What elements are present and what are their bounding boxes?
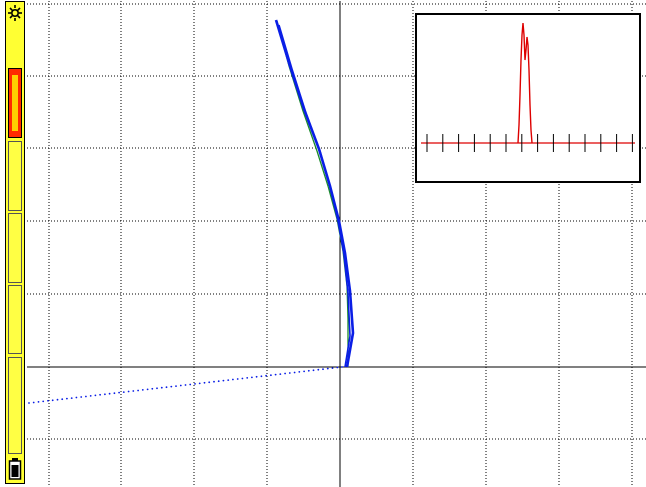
trace-dot — [89, 395, 92, 397]
active-indicator — [12, 75, 18, 131]
trace-dot — [232, 378, 234, 381]
trace-dot — [217, 380, 220, 383]
trace-dot — [236, 378, 239, 380]
trace-dot — [118, 391, 120, 394]
trace-dot — [127, 390, 130, 393]
trace-dot — [208, 381, 211, 384]
trace-dot — [213, 380, 215, 383]
trace-dot — [80, 396, 83, 398]
trace-dot — [189, 383, 192, 386]
trace-dot — [179, 384, 182, 387]
trace-dot — [42, 400, 45, 403]
trace-dot — [99, 393, 101, 396]
trace-dot — [75, 396, 78, 399]
trace-dot — [307, 369, 310, 372]
trace-dot — [227, 379, 230, 381]
trace-dot — [32, 401, 35, 404]
trace-dot — [156, 387, 158, 390]
trace-dot — [160, 386, 163, 389]
trace-dot — [56, 398, 59, 401]
trace-dot — [298, 371, 301, 373]
trace-green — [276, 20, 349, 366]
trace-dot — [336, 366, 339, 369]
spectrum-inset — [415, 13, 641, 183]
trace-dot — [170, 385, 173, 388]
trace-dot — [194, 383, 196, 385]
trace-dot — [108, 392, 111, 395]
trace-dot — [317, 368, 320, 371]
signal-plot — [27, 1, 646, 487]
sidebar-button-4[interactable] — [8, 285, 22, 354]
trace-dot — [203, 381, 206, 384]
trace-dot — [293, 371, 296, 374]
trace-dot — [141, 389, 144, 391]
trace-dot — [251, 376, 253, 379]
trace-dot — [288, 372, 291, 374]
trace-dot — [326, 367, 329, 370]
sidebar-button-5[interactable] — [8, 357, 22, 454]
trace-dot — [246, 377, 249, 379]
trace-dot — [270, 374, 272, 377]
trace-dot — [260, 375, 263, 378]
trace-dot — [284, 372, 286, 375]
trace-dot — [241, 377, 244, 380]
sidebar-button-3[interactable] — [8, 213, 22, 283]
trace-dot — [61, 398, 64, 401]
trace-dot — [184, 384, 187, 386]
trace-dot — [274, 373, 277, 376]
signal-trace-dots — [28, 366, 343, 404]
trace-blue-inner — [278, 24, 351, 368]
trace-dot — [66, 397, 68, 400]
trace-dot — [198, 382, 201, 385]
trace-dot — [146, 388, 149, 391]
spectrum-peak — [517, 22, 533, 144]
trace-dot — [94, 394, 97, 397]
trace-dot — [255, 375, 258, 378]
trace-dot — [70, 397, 73, 399]
trace-dot — [113, 392, 116, 395]
trace-dot — [279, 373, 282, 375]
trace-dot — [265, 374, 267, 377]
trace-dot — [104, 393, 106, 396]
battery-icon — [8, 458, 22, 480]
trace-dot — [51, 399, 54, 402]
sidebar-button-1[interactable] — [8, 68, 22, 138]
trace-dot — [37, 401, 40, 403]
trace-blue-outer — [274, 19, 355, 368]
signal-trace — [274, 19, 355, 368]
inset-ticks — [426, 134, 633, 152]
trace-dot — [331, 367, 334, 369]
trace-dot — [132, 390, 135, 392]
trace-dot — [322, 368, 324, 371]
trace-dot — [28, 402, 30, 404]
trace-dot — [312, 369, 315, 372]
gear-icon[interactable] — [7, 4, 23, 22]
trace-dot — [165, 386, 168, 389]
trace-dot — [222, 379, 225, 382]
sidebar-button-2[interactable] — [8, 141, 22, 211]
trace-dot — [47, 399, 49, 402]
trace-dot — [151, 387, 154, 390]
trace-dot — [175, 385, 177, 387]
axis-lines — [27, 1, 646, 487]
trace-dot — [137, 389, 139, 392]
toolbar-sidebar — [5, 1, 25, 484]
trace-dot — [303, 370, 305, 373]
trace-dot — [122, 391, 125, 393]
spectrum-plot — [421, 22, 635, 152]
trace-dot — [85, 395, 87, 398]
trace-dot — [341, 366, 343, 368]
